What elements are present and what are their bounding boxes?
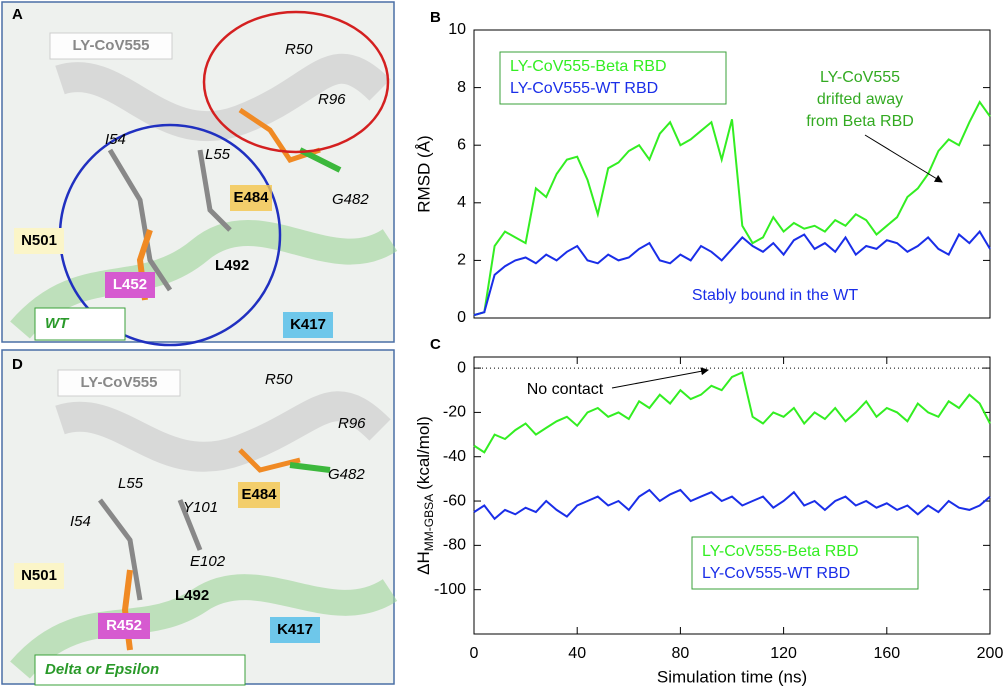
x-tick-label: 200 <box>977 645 1004 662</box>
residue: L492 <box>215 257 249 274</box>
residue: G482 <box>328 466 365 483</box>
y-tick-label: 4 <box>457 194 466 211</box>
residue: K417 <box>277 621 313 638</box>
residue: R452 <box>106 617 142 634</box>
residue: Y101 <box>183 499 218 516</box>
x-tick-label: 40 <box>568 645 586 662</box>
y-tick-label: 6 <box>457 136 466 153</box>
annotation-arrow <box>611 367 709 389</box>
panel-letter: D <box>12 356 23 373</box>
plot-frame <box>473 356 991 635</box>
residue: L55 <box>118 475 144 492</box>
y-tick-label: 0 <box>457 359 466 376</box>
plot-frame <box>473 29 991 319</box>
residue: L452 <box>113 276 147 293</box>
residue: K417 <box>290 316 326 333</box>
y-axis-title: ΔHMM-GBSA (kcal/mol) <box>414 416 436 575</box>
legend-label: LY-CoV555-WT RBD <box>510 80 658 97</box>
legend-box <box>691 536 919 590</box>
annotation: No contact <box>527 381 604 398</box>
residue: L55 <box>205 146 231 163</box>
annotation: Stably bound in the WT <box>692 287 859 304</box>
y-axis-title-unit: (kcal/mol) <box>414 416 433 490</box>
x-tick-label: 0 <box>470 645 479 662</box>
y-tick-label: 0 <box>457 309 466 326</box>
residue: I54 <box>70 513 91 530</box>
antibody-label: LY-CoV555 <box>73 37 150 54</box>
annotation: from Beta RBD <box>806 113 914 130</box>
y-tick-label: -20 <box>443 404 466 421</box>
y-axis-title: RMSD (Å) <box>414 135 433 212</box>
variant-label: WT <box>45 315 70 332</box>
x-tick-label: 160 <box>873 645 900 662</box>
y-tick-label: 2 <box>457 252 466 269</box>
series-line <box>473 488 991 521</box>
residue: L492 <box>175 587 209 604</box>
y-tick-label: 10 <box>448 21 466 38</box>
structure-panel-d: LY-CoV555 D R50 R96 G482 E484 L55 Y101 I… <box>1 349 398 686</box>
panel-letter: A <box>12 6 23 23</box>
y-tick-label: -80 <box>443 537 466 554</box>
y-tick-label: -60 <box>443 492 466 509</box>
y-axis-title-sub: MM-GBSA <box>422 494 436 551</box>
residue: G482 <box>332 191 369 208</box>
legend-label: LY-CoV555-Beta RBD <box>510 58 667 75</box>
legend-label: LY-CoV555-WT RBD <box>702 565 850 582</box>
annotation: drifted away <box>817 91 903 108</box>
structure-panel-a: LY-CoV555 A R50 R96 G482 E484 I54 L55 N5… <box>1 1 398 347</box>
x-axis-title: Simulation time (ns) <box>657 667 807 686</box>
residue: E102 <box>190 553 226 570</box>
y-tick-label: -40 <box>443 448 466 465</box>
residue: E484 <box>241 486 277 503</box>
x-tick-label: 80 <box>672 645 690 662</box>
residue: E484 <box>233 189 269 206</box>
residue: N501 <box>21 567 57 584</box>
legend-label: LY-CoV555-Beta RBD <box>702 543 859 560</box>
y-tick-label: -100 <box>434 581 466 598</box>
residue: I54 <box>105 131 126 148</box>
panel-letter: C <box>430 336 441 353</box>
series-line <box>473 371 991 454</box>
variant-label: Delta or Epsilon <box>45 661 159 678</box>
panel-letter: B <box>430 9 441 26</box>
y-tick-label: 8 <box>457 79 466 96</box>
residue: N501 <box>21 232 57 249</box>
residue: R50 <box>265 371 293 388</box>
series-line <box>473 229 991 317</box>
residue: R96 <box>318 91 346 108</box>
y-axis-title-main: ΔH <box>414 551 433 575</box>
residue: R50 <box>285 41 313 58</box>
legend-box <box>499 51 727 105</box>
antibody-label: LY-CoV555 <box>81 374 158 391</box>
x-tick-label: 120 <box>770 645 797 662</box>
annotation-arrow <box>864 134 943 183</box>
series-line <box>473 100 991 317</box>
annotation: LY-CoV555 <box>820 69 900 86</box>
residue: R96 <box>338 415 366 432</box>
